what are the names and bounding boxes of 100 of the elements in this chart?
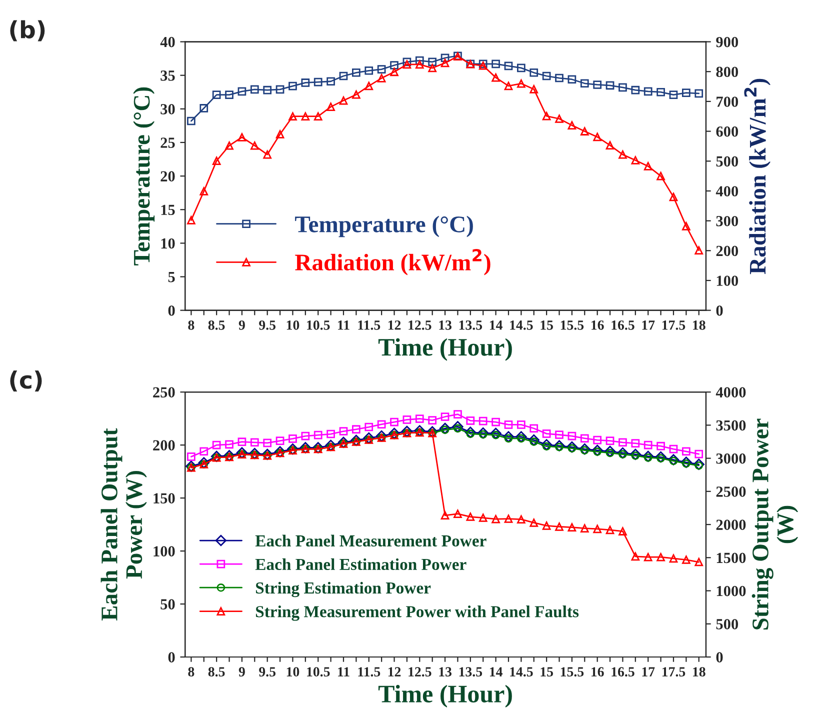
point (364, 422, 374, 432)
point (593, 436, 602, 444)
point (504, 514, 513, 523)
point (593, 524, 602, 534)
point (225, 141, 234, 150)
point (478, 416, 488, 426)
x-tick-label: 15.5 (560, 320, 584, 330)
point (388, 428, 400, 439)
y-tick-label: 10 (161, 238, 175, 249)
point (200, 187, 208, 196)
x-tick-label: 11 (338, 667, 350, 676)
point (225, 90, 234, 99)
point (440, 58, 450, 68)
point (187, 452, 196, 461)
x-tick-label: 8 (188, 667, 194, 676)
point (490, 428, 502, 439)
point (631, 552, 640, 561)
point (402, 58, 412, 66)
point (187, 116, 196, 126)
point (492, 73, 500, 82)
x-axis-title: Time (Hour) (378, 684, 512, 708)
legend-label: Radiation (kW/m$^{2}$) (295, 248, 490, 276)
point (644, 552, 652, 562)
point (604, 446, 616, 457)
point (630, 448, 642, 460)
point (694, 558, 704, 566)
point (478, 427, 489, 439)
legend-label: String Estimation Power (256, 582, 431, 598)
y-tick-label: 20 (160, 171, 175, 182)
point (542, 522, 551, 530)
point (325, 440, 336, 451)
x-tick-label: 10 (286, 667, 300, 676)
point (377, 420, 386, 429)
point (555, 74, 564, 82)
x-tick-label: 9 (238, 320, 245, 330)
point (250, 85, 259, 94)
point (238, 87, 246, 96)
point (288, 434, 297, 443)
x-tick-label: 14.5 (510, 667, 533, 677)
y-tick-label: 250 (153, 387, 175, 398)
point (238, 438, 246, 446)
y-tick-label: 200 (153, 440, 175, 450)
point (669, 554, 678, 563)
point (568, 432, 576, 440)
x-tick-label: 10 (286, 320, 300, 330)
point (631, 451, 640, 460)
point (555, 114, 564, 123)
point (606, 436, 614, 445)
point (492, 514, 500, 524)
point (566, 441, 578, 453)
point (592, 444, 603, 456)
point (669, 444, 678, 454)
x-tick-label: 12 (388, 667, 401, 676)
point (276, 436, 284, 445)
point (517, 79, 526, 88)
x-tick-label: 17.5 (662, 320, 686, 330)
point (212, 440, 221, 450)
point (580, 524, 589, 532)
y2-tick-label: 2500 (716, 486, 746, 497)
y-tick-label: 100 (154, 546, 175, 556)
point (618, 150, 627, 159)
point (276, 130, 284, 138)
y2-tick-label: 600 (716, 126, 738, 137)
point (694, 450, 704, 458)
point (502, 431, 514, 442)
point (504, 62, 513, 70)
point (606, 81, 614, 90)
point (528, 434, 540, 446)
point (542, 72, 551, 80)
y2-tick-label: 1000 (716, 586, 746, 596)
x-tick-label: 12 (388, 320, 401, 330)
point (668, 454, 680, 466)
point (454, 510, 462, 518)
point (440, 511, 450, 520)
point (352, 68, 360, 77)
x-tick-label: 14 (490, 320, 502, 330)
y2-tick-label: 3500 (716, 420, 746, 431)
point (415, 56, 424, 65)
point (440, 412, 450, 421)
point (579, 443, 590, 455)
x-tick-label: 17 (642, 320, 655, 330)
point (631, 156, 640, 164)
point (339, 96, 348, 105)
x-tick-label: 9 (238, 667, 245, 676)
point (212, 90, 221, 99)
point (288, 112, 297, 121)
x-tick-label: 17.5 (662, 667, 686, 677)
x-tick-label: 13 (439, 320, 452, 330)
point (542, 112, 551, 120)
point (682, 447, 690, 456)
chart-title: (c) (10, 370, 42, 392)
chart-title: (b) (10, 20, 45, 42)
point (415, 60, 424, 69)
legend-label: Each Panel Measurement Power (255, 534, 486, 547)
point (326, 430, 335, 438)
x-tick-label: 18 (693, 320, 706, 330)
y2-axis-title: Radiation (kW/m$^{2}$) (744, 78, 771, 274)
y-axis-title: Temperature (°C) (133, 87, 155, 266)
point (187, 216, 196, 224)
legend-label: String Measurement Power with Panel Faults (256, 606, 579, 621)
